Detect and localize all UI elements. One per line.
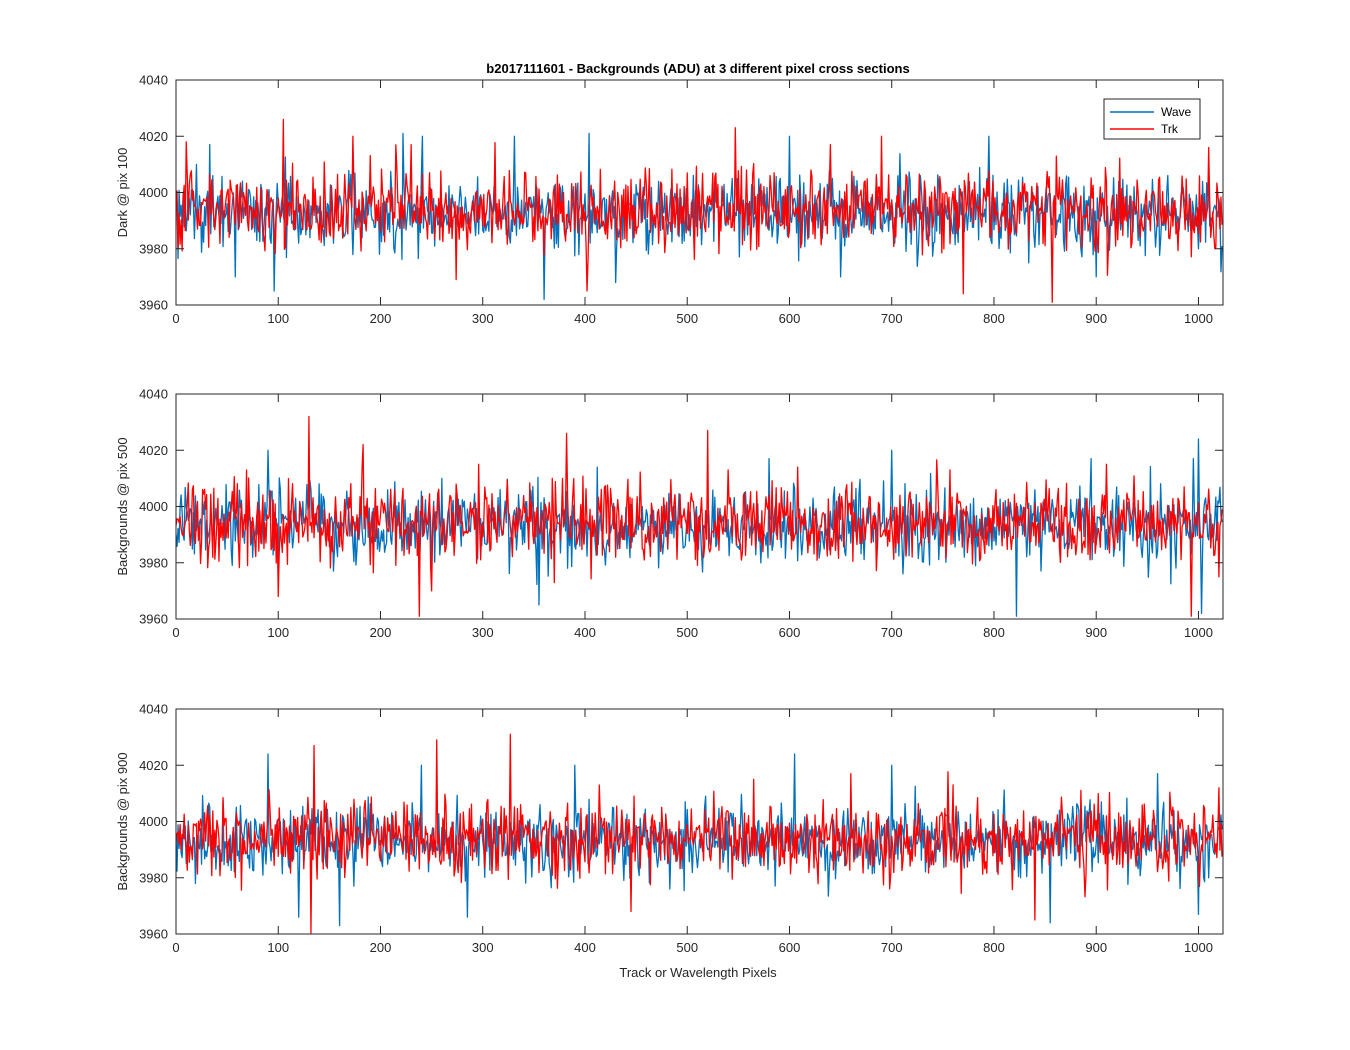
- x-tick-label: 900: [1085, 311, 1107, 326]
- x-tick-label: 700: [881, 940, 903, 955]
- legend-box: [1103, 98, 1201, 140]
- y-tick-label: 4000: [139, 499, 168, 514]
- y-tick-label: 4040: [139, 702, 168, 717]
- y-tick-label: 3980: [139, 870, 168, 885]
- subplots: 0 100 200 300 400 500 600 700 800 900 100039603980…: [115, 73, 1224, 955]
- x-tick-label: 500: [676, 940, 698, 955]
- x-tick-label: 0: [172, 940, 179, 955]
- y-axis-label: Dark @ pix 100: [115, 148, 130, 238]
- series-line-trk: [176, 118, 1223, 303]
- x-tick-label: 800: [983, 940, 1005, 955]
- x-tick-label: 100: [267, 625, 289, 640]
- y-tick-label: 3960: [139, 927, 168, 942]
- series-group: [176, 118, 1223, 303]
- y-tick-label: 3960: [139, 298, 168, 313]
- x-tick-label: 700: [881, 625, 903, 640]
- legend-label-trk: Trk: [1161, 122, 1179, 136]
- x-tick-label: 600: [779, 940, 801, 955]
- x-tick-label: 1000: [1184, 940, 1213, 955]
- x-tick-label: 600: [779, 311, 801, 326]
- subplot-3: 0 100 200 300 400 500 600 700 800 900 1000 3960 3980…: [115, 702, 1224, 955]
- x-tick-label: 100: [267, 311, 289, 326]
- x-tick-label: 300: [472, 625, 494, 640]
- x-tick-label: 500: [676, 311, 698, 326]
- y-axis-label: Backgrounds @ pix 900: [115, 752, 130, 890]
- x-tick-label: 400: [574, 311, 596, 326]
- y-tick-label: 4040: [139, 387, 168, 402]
- x-tick-label: 800: [983, 625, 1005, 640]
- y-tick-label: 4000: [139, 814, 168, 829]
- series-line-wave: [176, 132, 1223, 301]
- plot-area: [176, 709, 1223, 934]
- y-tick-label: 3980: [139, 241, 168, 256]
- series-group: [176, 415, 1223, 617]
- x-tick-label: 1000: [1184, 311, 1213, 326]
- x-tick-label: 100: [267, 940, 289, 955]
- chart-title: b2017111601 - Backgrounds (ADU) at 3 dif…: [486, 61, 909, 76]
- x-tick-label: 400: [574, 625, 596, 640]
- x-tick-label: 0: [172, 311, 179, 326]
- subplot-1: 0 100 200 300 400 500 600 700 800 900 1000 3960 3980…: [115, 73, 1224, 326]
- x-tick-label: 900: [1085, 940, 1107, 955]
- legend-label-wave: Wave: [1161, 105, 1192, 119]
- x-tick-label: 400: [574, 940, 596, 955]
- x-tick-label: 0: [172, 625, 179, 640]
- x-tick-label: 200: [370, 311, 392, 326]
- subplot-2: 0 100 200 300 400 500 600 700 800 900 1000 3960 3980…: [115, 387, 1224, 640]
- y-tick-label: 3980: [139, 555, 168, 570]
- x-tick-label: 200: [370, 940, 392, 955]
- series-group: [176, 733, 1223, 934]
- y-tick-label: 4020: [139, 758, 168, 773]
- x-tick-label: 600: [779, 625, 801, 640]
- y-tick-label: 4020: [139, 129, 168, 144]
- legend: Wave Trk: [1103, 98, 1201, 140]
- x-tick-label: 1000: [1184, 625, 1213, 640]
- y-tick-label: 4000: [139, 185, 168, 200]
- y-tick-label: 3960: [139, 612, 168, 627]
- y-axis-label: Backgrounds @ pix 500: [115, 437, 130, 575]
- series-line-trk: [176, 733, 1223, 934]
- y-tick-label: 4020: [139, 443, 168, 458]
- x-tick-label: 300: [472, 311, 494, 326]
- x-tick-label: 200: [370, 625, 392, 640]
- x-tick-label: 700: [881, 311, 903, 326]
- x-tick-label: 300: [472, 940, 494, 955]
- series-line-trk: [176, 415, 1223, 617]
- x-tick-label: 500: [676, 625, 698, 640]
- x-axis-label: Track or Wavelength Pixels: [619, 965, 777, 980]
- x-tick-label: 800: [983, 311, 1005, 326]
- y-tick-label: 4040: [139, 73, 168, 88]
- x-tick-label: 900: [1085, 625, 1107, 640]
